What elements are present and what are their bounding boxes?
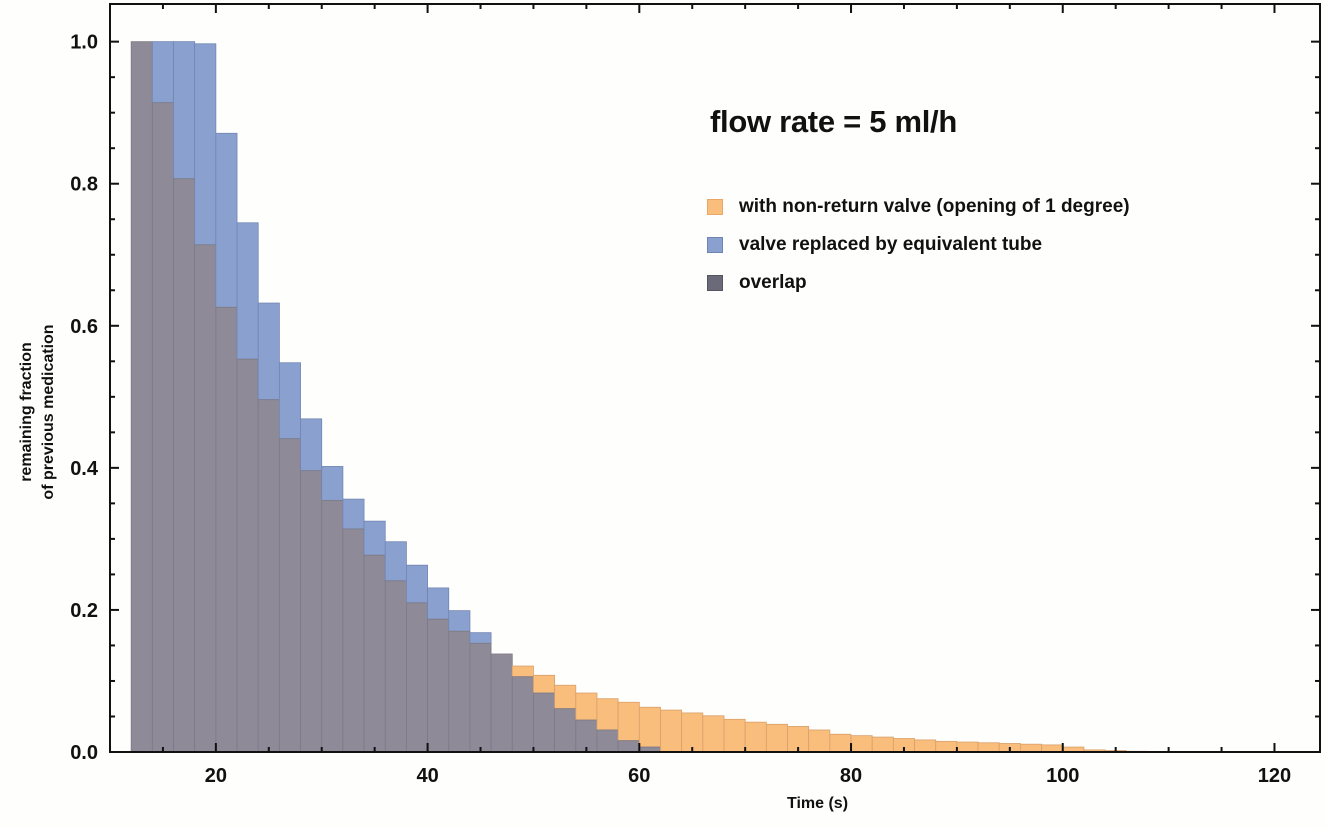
bar-valve	[511, 665, 534, 678]
bar-tube	[342, 498, 365, 530]
bar-valve	[1041, 744, 1064, 753]
bar-overlap	[321, 500, 344, 753]
bar-overlap	[448, 630, 471, 753]
bar-valve	[871, 736, 894, 753]
bar-overlap	[236, 358, 259, 753]
y-tick-label: 0.8	[70, 174, 98, 196]
bar-valve	[956, 741, 979, 753]
bar-overlap	[257, 399, 280, 753]
bar-valve	[1020, 743, 1042, 753]
legend-item-tube: valve replaced by equivalent tube	[707, 226, 1130, 264]
bar-overlap	[342, 528, 365, 753]
bar-valve	[850, 735, 873, 753]
bar-overlap	[215, 306, 238, 753]
x-tick-label: 100	[1046, 765, 1079, 787]
x-tick-label: 120	[1258, 765, 1291, 787]
bar-valve	[638, 706, 661, 748]
bar-overlap	[596, 729, 619, 753]
bar-valve	[596, 698, 619, 731]
bar-overlap	[469, 642, 492, 753]
bar-overlap	[194, 244, 217, 753]
bar-overlap	[511, 676, 534, 753]
y-tick-label: 0.4	[70, 458, 99, 480]
y-tick-label: 0.2	[70, 600, 98, 622]
bar-overlap	[384, 580, 407, 753]
tick-labels: 20 40 60 80 100 120 0.0 0.2 0.4 0.6 0.8 1.0	[70, 32, 1291, 787]
bar-valve	[829, 733, 852, 753]
bar-tube	[151, 41, 174, 104]
bar-tube	[215, 132, 238, 308]
bar-overlap	[427, 618, 450, 753]
y-tick-label: 1.0	[70, 32, 98, 54]
bar-overlap	[363, 554, 386, 753]
bar-overlap	[490, 653, 513, 753]
bar-tube	[469, 632, 492, 644]
legend: with non-return valve (opening of 1 degr…	[707, 188, 1130, 302]
bar-tube	[194, 43, 217, 246]
bar-valve	[744, 721, 767, 753]
bar-tube	[321, 466, 344, 501]
y-axis-title-line1: remaining fraction	[18, 342, 35, 482]
legend-label: with non-return valve (opening of 1 degr…	[739, 196, 1130, 217]
x-axis-title: Time (s)	[786, 795, 849, 812]
bar-overlap	[533, 692, 556, 753]
bar-valve	[617, 701, 640, 742]
bar-tube	[427, 587, 450, 620]
legend-swatch-orange	[707, 199, 723, 215]
chart-title: flow rate = 5 ml/h	[710, 104, 957, 139]
bar-valve	[977, 742, 1000, 753]
bar-valve	[914, 739, 937, 753]
bar-overlap	[554, 708, 577, 753]
bar-overlap	[151, 102, 174, 753]
legend-item-overlap: overlap	[707, 264, 1130, 302]
bar-valve	[723, 718, 746, 753]
bar-valve	[660, 709, 683, 753]
bar-valve	[702, 715, 725, 753]
y-axis-title: remaining fraction of previous medicatio…	[0, 0, 60, 827]
bar-overlap	[173, 178, 196, 753]
bar-tube	[384, 541, 407, 582]
x-tick-label: 80	[840, 765, 862, 787]
bar-valve	[765, 723, 788, 753]
bar-tube	[173, 41, 196, 180]
bar-tube	[278, 362, 301, 440]
bar-tube	[300, 418, 323, 472]
x-tick-label: 40	[416, 765, 438, 787]
x-tick-label: 20	[205, 765, 227, 787]
legend-label: valve replaced by equivalent tube	[739, 234, 1043, 255]
bar-valve	[808, 729, 831, 753]
y-tick-label: 0.0	[70, 742, 98, 764]
bar-valve	[554, 684, 577, 710]
bar-valve	[575, 692, 598, 721]
axes-frame	[109, 3, 1321, 753]
legend-swatch-gray	[707, 275, 723, 291]
bar-overlap	[300, 470, 323, 753]
bar-overlap	[617, 740, 640, 753]
bar-valve	[681, 712, 704, 753]
bar-overlap	[130, 41, 153, 753]
bar-valve	[533, 674, 556, 694]
y-axis-title-line2: of previous medication	[40, 324, 57, 500]
legend-item-valve: with non-return valve (opening of 1 degr…	[707, 188, 1130, 226]
bar-tube	[406, 564, 428, 604]
bar-tube	[236, 222, 259, 360]
bar-overlap	[406, 602, 428, 753]
legend-swatch-blue	[707, 237, 723, 253]
plot-frame	[109, 3, 1321, 753]
x-tick-label: 60	[628, 765, 650, 787]
bar-valve	[935, 740, 958, 753]
bar-tube	[363, 520, 386, 556]
bar-tube	[448, 610, 471, 632]
y-tick-label: 0.6	[70, 316, 98, 338]
legend-label: overlap	[739, 272, 807, 293]
bars-layer	[130, 41, 1170, 753]
bar-overlap	[278, 438, 301, 753]
bar-tube	[257, 302, 280, 401]
